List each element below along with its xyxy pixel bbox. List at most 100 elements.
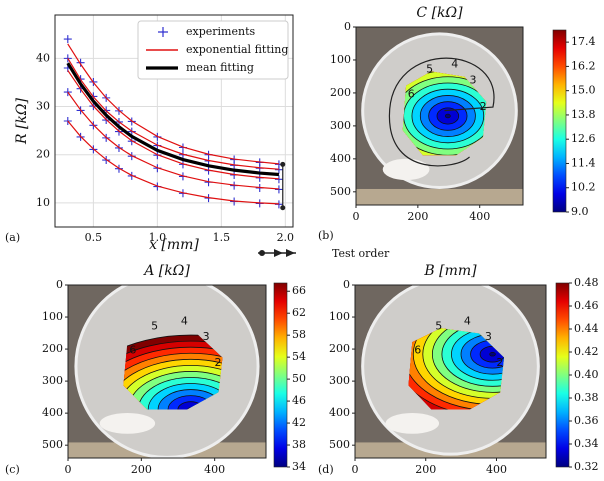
test-order-dot xyxy=(280,205,286,211)
colorbar-tick-label: 58 xyxy=(292,328,306,341)
order-label: 2 xyxy=(215,356,222,369)
x-tick-label: 0.5 xyxy=(85,231,103,244)
mean-fit-line xyxy=(66,62,280,177)
colorbar-tick-label: 42 xyxy=(292,416,306,429)
order-label: 3 xyxy=(470,73,477,86)
y-tick-label: 30 xyxy=(36,100,50,113)
panel-label: (a) xyxy=(5,231,20,244)
order-label: 6 xyxy=(408,88,415,101)
colorbar-tick-label: 0.42 xyxy=(574,345,599,358)
x-tick-label: 200 xyxy=(131,463,152,476)
y-tick-label: 10 xyxy=(36,196,50,209)
colorbar-tick-label: 11.4 xyxy=(571,156,596,169)
test-order-dot xyxy=(280,161,286,167)
colorbar-tick-label: 16.2 xyxy=(571,59,596,72)
ruler xyxy=(356,188,523,205)
legend-marker xyxy=(158,27,168,37)
colorbar-tick-label: 12.6 xyxy=(571,132,596,145)
axes-frame xyxy=(355,26,524,206)
colorbar-tick-label: 0.32 xyxy=(574,460,599,473)
order-label: 4 xyxy=(464,314,471,327)
colorbar-tick-label: 17.4 xyxy=(571,35,596,48)
glare xyxy=(99,413,156,434)
glare xyxy=(385,413,440,434)
y-tick-label: 300 xyxy=(329,374,350,387)
colorbar-tick-label: 13.8 xyxy=(571,108,596,121)
experiment-point xyxy=(274,165,283,174)
contour-map xyxy=(408,328,504,410)
colorbar-tick-label: 0.44 xyxy=(574,322,599,335)
y-tick-label: 200 xyxy=(329,342,350,355)
y-tick-label: 500 xyxy=(329,438,350,451)
axes-frame xyxy=(354,284,547,459)
x-tick-label: 400 xyxy=(486,463,507,476)
legend-label: experiments xyxy=(186,25,255,38)
order-label: 3 xyxy=(203,330,210,343)
legend-label: mean fitting xyxy=(186,61,254,74)
colorbar-tick-label: 38 xyxy=(292,438,306,451)
colorbar-tick-label: 0.46 xyxy=(574,299,599,312)
x-tick-label: 200 xyxy=(407,210,428,223)
colorbar-tick-label: 0.38 xyxy=(574,391,599,404)
x-tick-label: 1.5 xyxy=(213,231,231,244)
panel-title: B [mm] xyxy=(423,263,477,279)
order-label: 2 xyxy=(496,356,503,369)
order-label: 5 xyxy=(435,320,442,333)
contour-band xyxy=(489,351,496,357)
y-tick-label: 0 xyxy=(343,278,350,291)
colorbar xyxy=(555,282,570,468)
colorbar-tick-label: 62 xyxy=(292,306,306,319)
x-tick-label: 400 xyxy=(469,210,490,223)
legend-box xyxy=(137,20,289,80)
fit-line xyxy=(67,43,279,165)
x-tick-label: 0 xyxy=(65,463,72,476)
fit-line xyxy=(67,58,279,170)
y-tick-label: 200 xyxy=(330,86,351,99)
y-tick-label: 100 xyxy=(330,53,351,66)
y-tick-label: 40 xyxy=(36,51,50,64)
x-tick-label: 0 xyxy=(353,210,360,223)
colorbar-tick-label: 0.34 xyxy=(574,437,599,450)
test-order-note: Test order xyxy=(332,247,390,260)
x-tick-label: 1.0 xyxy=(149,231,167,244)
x-tick-label: 200 xyxy=(415,463,436,476)
y-tick-label: 100 xyxy=(42,310,63,323)
x-tick-label: 2.0 xyxy=(277,231,295,244)
colorbar-tick-label: 0.36 xyxy=(574,414,599,427)
y-tick-label: 100 xyxy=(329,310,350,323)
y-tick-label: 200 xyxy=(42,342,63,355)
colorbar-tick-label: 0.48 xyxy=(574,276,599,289)
order-label: 4 xyxy=(451,57,458,70)
panel-title: C [kΩ] xyxy=(416,5,463,21)
fit-line xyxy=(67,70,279,180)
experiment-point xyxy=(63,35,72,44)
colorbar xyxy=(273,282,288,468)
order-label: 5 xyxy=(426,63,433,76)
y-tick-label: 0 xyxy=(344,20,351,33)
fit-line xyxy=(67,91,279,190)
y-tick-label: 500 xyxy=(330,185,351,198)
test-order-dot xyxy=(259,250,265,256)
experiment-point xyxy=(63,54,72,63)
colorbar-tick-label: 54 xyxy=(292,350,306,363)
order-label: 6 xyxy=(414,344,421,357)
legend-label: exponential fitting xyxy=(186,43,288,56)
y-tick-label: 0 xyxy=(56,278,63,291)
colorbar xyxy=(552,29,567,213)
y-tick-label: 500 xyxy=(42,438,63,451)
colorbar-tick-label: 10.2 xyxy=(571,181,596,194)
x-tick-label: 400 xyxy=(204,463,225,476)
colorbar-tick-label: 66 xyxy=(292,284,306,297)
test-path xyxy=(388,57,495,167)
y-tick-label: 300 xyxy=(42,374,63,387)
colorbar-tick-label: 50 xyxy=(292,372,306,385)
experiment-point xyxy=(76,58,85,67)
experiment-point xyxy=(63,88,72,97)
x-tick-label: 0 xyxy=(352,463,359,476)
fit-line xyxy=(67,120,279,205)
colorbar-tick-label: 9.0 xyxy=(571,205,589,218)
panel-label: (c) xyxy=(5,463,20,476)
